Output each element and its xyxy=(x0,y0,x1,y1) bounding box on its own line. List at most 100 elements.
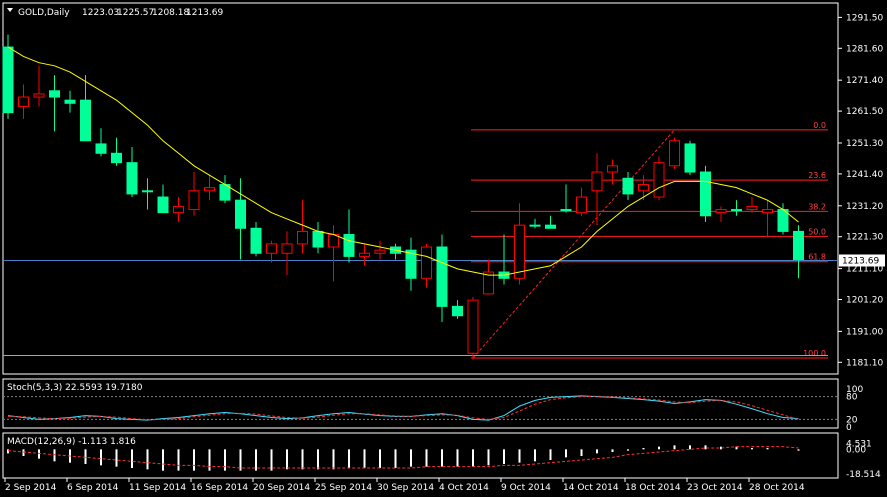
candle-body xyxy=(266,243,277,254)
candle-body xyxy=(33,93,45,98)
macd-tick-label: -18.514 xyxy=(846,470,881,480)
candle-body xyxy=(95,143,107,154)
candle-body xyxy=(111,152,122,164)
time-tick-label: 18 Oct 2014 xyxy=(625,483,681,493)
macd-tick-label: 4.531 xyxy=(846,439,872,449)
macd-tick-label: 0.00 xyxy=(846,445,866,455)
candle-body xyxy=(405,249,417,279)
price-tick-label: 1191.00 xyxy=(846,327,883,337)
ohlc-value: 1225.57 xyxy=(117,8,154,18)
candle-body xyxy=(746,205,758,211)
current-price-label: 1213.69 xyxy=(842,256,879,266)
candle-body xyxy=(142,190,153,193)
candle-body xyxy=(622,177,634,195)
candle-body xyxy=(591,171,603,192)
current-price-box xyxy=(839,254,885,267)
candle-body xyxy=(204,187,215,192)
candle-body xyxy=(157,196,169,214)
fib-level-label: 50.0 xyxy=(808,227,826,236)
candle-body xyxy=(545,224,556,229)
price-pane: 1291.50 1281.60 1271.40 1261.50 1251.30 1241.… xyxy=(2,2,885,375)
candle-body xyxy=(762,209,773,214)
candle-body xyxy=(793,230,804,261)
stoch-title: Stoch(5,3,3) 22.5593 19.7180 xyxy=(7,383,143,393)
candle-body xyxy=(467,299,479,354)
price-tick-label: 1201.20 xyxy=(846,296,883,306)
macd-signal-line xyxy=(7,446,799,469)
fib-level-label: 23.6 xyxy=(808,171,826,180)
fib-level-label: 0.0 xyxy=(813,121,826,130)
stoch-tick-label: 20 xyxy=(846,415,858,425)
price-tick-label: 1261.50 xyxy=(846,107,883,117)
candle-body xyxy=(126,162,138,195)
candle-body xyxy=(452,305,463,317)
candle-body xyxy=(514,224,525,279)
candle-body xyxy=(731,209,742,212)
time-tick-label: 28 Oct 2014 xyxy=(749,483,805,493)
price-tick-label: 1291.50 xyxy=(846,13,883,23)
candle-body xyxy=(669,140,680,167)
candle-body xyxy=(529,224,541,227)
price-tick-label: 1181.10 xyxy=(846,358,883,368)
stoch-series-line xyxy=(7,395,799,421)
price-tick-label: 1281.60 xyxy=(846,44,883,54)
price-pane-frame xyxy=(2,2,839,375)
candle-body xyxy=(343,234,355,257)
candle-body xyxy=(421,246,432,279)
candle-body xyxy=(312,230,324,248)
macd-pane-frame xyxy=(2,432,839,479)
fib-level-label: 61.8 xyxy=(808,253,826,262)
ohlc-value: 1208.18 xyxy=(152,8,189,18)
candle-body xyxy=(638,184,649,192)
candle-body xyxy=(49,90,60,98)
candle-body xyxy=(188,190,200,211)
candle-body xyxy=(436,246,448,307)
price-tick-label: 1271.40 xyxy=(846,76,883,86)
ohlc-value: 1223.03 xyxy=(82,8,119,18)
price-tick-label: 1211.10 xyxy=(846,265,883,275)
time-tick-label: 4 Oct 2014 xyxy=(439,483,489,493)
moving-average-line xyxy=(7,46,799,276)
time-tick-label: 16 Sep 2014 xyxy=(191,483,248,493)
price-tick-label: 1231.20 xyxy=(846,202,883,212)
time-tick-label: 6 Sep 2014 xyxy=(67,483,119,493)
time-tick-label: 2 Sep 2014 xyxy=(5,483,57,493)
candle-body xyxy=(560,209,572,212)
candle-body xyxy=(483,271,494,295)
fib-level-label: 38.2 xyxy=(808,202,826,211)
candle-body xyxy=(173,205,184,214)
stoch-tick-label: 0 xyxy=(846,423,852,433)
price-tick-label: 1221.30 xyxy=(846,233,883,243)
candle-body xyxy=(607,165,618,173)
time-axis: 2 Sep 2014 6 Sep 2014 11 Sep 2014 16 Sep 20… xyxy=(4,478,805,493)
price-tick-label: 1241.40 xyxy=(846,170,883,180)
stoch-pane-frame xyxy=(2,378,839,429)
time-tick-label: 11 Sep 2014 xyxy=(129,483,186,493)
chart-title: GOLD,Daily xyxy=(18,8,70,18)
candle-body xyxy=(374,249,386,254)
candle-body xyxy=(250,227,262,254)
candle-body xyxy=(653,162,665,198)
stoch-tick-label: 80 xyxy=(846,393,858,403)
macd-title: MACD(12,26,9) -1.113 1.816 xyxy=(7,437,136,447)
time-tick-label: 20 Sep 2014 xyxy=(253,483,310,493)
candle-body xyxy=(64,99,76,104)
candle-body xyxy=(715,209,727,214)
time-tick-label: 30 Sep 2014 xyxy=(377,483,434,493)
candle-body xyxy=(700,171,711,217)
stoch-tick-label: 100 xyxy=(846,385,863,395)
time-tick-label: 9 Oct 2014 xyxy=(501,483,551,493)
candle-body xyxy=(281,243,293,254)
time-tick-label: 14 Oct 2014 xyxy=(563,483,619,493)
fib-level-label: 100.0 xyxy=(803,349,826,358)
candle-body xyxy=(2,46,14,114)
fib-trend-line xyxy=(472,129,675,359)
candle-body xyxy=(359,252,370,257)
candle-body xyxy=(235,199,246,229)
candle-body xyxy=(297,230,308,245)
price-tick-label: 1251.30 xyxy=(846,139,883,149)
candle-body xyxy=(576,196,587,214)
